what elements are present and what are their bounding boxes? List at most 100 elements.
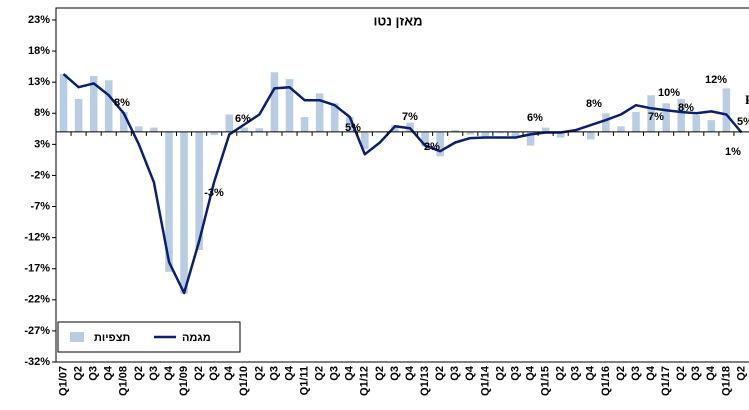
annotation: -3% [204,187,224,199]
x-tick-label: Q1/14 [479,365,491,396]
x-tick-label: Q2 [735,366,747,381]
bar [104,80,113,132]
x-tick-label: Q2 [253,366,265,381]
annotation: 8% [114,97,130,109]
y-tick-label: 18% [28,45,50,57]
annotation: 6% [527,112,543,124]
x-tick-label: Q4 [404,365,416,381]
bar [451,130,459,132]
x-tick-label: Q3 [88,366,100,381]
y-tick-label: -22% [24,294,50,306]
y-tick-label: -2% [30,169,50,181]
x-tick-label: Q1/17 [660,366,672,396]
annotation: 12% [705,74,727,86]
bar [330,103,339,132]
annotation: 1% [725,146,741,158]
y-tick-label: -12% [24,232,50,244]
bar [135,126,143,132]
x-tick-label: Q4 [585,365,597,381]
bar [300,117,309,132]
annotation: 5% [737,116,749,128]
legend-label: תצפיות [94,332,130,344]
annotation: 2% [424,141,440,153]
bar [74,98,83,132]
y-tick-label: -7% [30,200,50,212]
bar [722,88,731,132]
y-tick-label: 3% [34,138,50,150]
x-tick-label: Q3 [630,366,642,381]
annotation: 8% [586,98,602,110]
bar [255,128,264,132]
annotation: F [745,92,749,107]
x-tick-label: Q2 [555,366,567,381]
annotation: 10% [658,87,680,99]
x-tick-label: Q3 [449,366,461,381]
y-tick-label: 23% [28,14,50,26]
x-tick-label: Q4 [283,365,295,381]
bar [556,131,565,138]
x-tick-label: Q1/18 [720,366,732,396]
bar [692,115,701,132]
x-tick-label: Q2 [374,366,386,381]
bar [677,98,685,132]
x-tick-label: Q1/16 [600,366,612,396]
bar [240,127,249,132]
trend-line [62,73,743,295]
y-tick-label: -27% [24,325,50,337]
x-tick-label: Q1/15 [540,366,552,396]
bar [466,131,475,135]
x-tick-label: Q4 [705,365,717,381]
bar [361,131,369,150]
bar [210,131,218,136]
x-tick-label: Q3 [329,366,341,381]
x-tick-label: Q4 [525,365,537,381]
plot-frame [55,7,749,363]
x-tick-label: Q1/11 [299,366,311,395]
y-tick-label: 13% [28,76,50,88]
x-tick-label: Q4 [163,365,175,381]
x-tick-label: Q3 [268,366,280,381]
bar [315,93,324,132]
bar [617,126,625,132]
bar [270,72,279,132]
x-tick-label: Q2 [193,366,205,381]
annotation: 7% [402,111,418,123]
bar [632,112,640,132]
bar [662,103,670,132]
y-tick-label: -17% [24,263,50,275]
x-tick-label: Q1/10 [238,366,250,396]
bar [225,114,234,132]
chart-title: מאזן נטו [373,13,422,28]
x-tick-label: Q3 [570,366,582,381]
bar [180,131,188,294]
bar [602,113,610,132]
x-tick-label: Q3 [389,366,401,381]
x-tick-label: Q4 [464,365,476,381]
bar [421,131,429,147]
bar [59,74,68,132]
annotation: 6% [235,113,251,125]
bar [481,131,490,139]
y-tick-label: 8% [34,107,50,119]
bar [541,127,550,132]
x-tick-label: Q4 [223,365,235,381]
bar [511,131,520,137]
y-tick-label: -32% [24,356,50,368]
x-tick-label: Q1/08 [118,366,130,396]
x-tick-label: Q4 [344,365,356,381]
bar [89,75,98,132]
annotation: 5% [345,122,361,134]
x-tick-label: Q2 [73,366,85,381]
bar [587,131,595,140]
bar [195,131,203,251]
x-tick-label: Q1/13 [419,366,431,396]
bar [120,112,128,132]
x-tick-label: Q2 [494,366,506,381]
x-tick-label: Q3 [690,366,702,381]
x-tick-label: Q1/12 [359,366,371,396]
bar [165,131,173,272]
bar [346,117,354,132]
legend-box [57,321,241,353]
legend-swatch [70,332,84,342]
